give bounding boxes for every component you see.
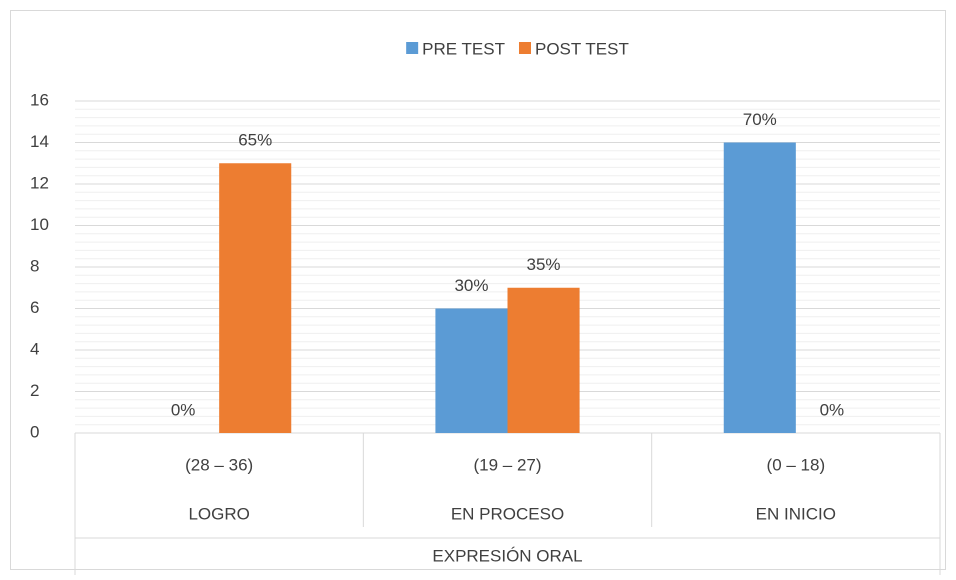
data-label: 30% bbox=[454, 276, 488, 295]
y-tick-label: 0 bbox=[30, 422, 39, 441]
x-tick-label: (0 – 18) bbox=[767, 455, 826, 474]
bar bbox=[219, 163, 292, 433]
y-tick-label: 10 bbox=[30, 215, 49, 234]
group-axis-label: EXPRESIÓN ORAL bbox=[432, 546, 582, 565]
category-group-label: EN PROCESO bbox=[451, 504, 564, 523]
legend-label: PRE TEST bbox=[422, 39, 505, 58]
data-label: 35% bbox=[527, 255, 561, 274]
data-label: 0% bbox=[171, 400, 196, 419]
legend-label: POST TEST bbox=[535, 39, 629, 58]
data-label: 70% bbox=[743, 110, 777, 129]
bar bbox=[435, 308, 508, 433]
category-group-label: LOGRO bbox=[188, 504, 249, 523]
category-group-label: EN INICIO bbox=[756, 504, 836, 523]
legend-swatch bbox=[406, 42, 419, 54]
x-tick-label: (28 – 36) bbox=[185, 455, 253, 474]
y-tick-label: 2 bbox=[30, 381, 39, 400]
y-tick-label: 14 bbox=[30, 132, 49, 151]
y-tick-label: 4 bbox=[30, 339, 39, 358]
y-tick-label: 8 bbox=[30, 256, 39, 275]
x-tick-label: (19 – 27) bbox=[473, 455, 541, 474]
legend-swatch bbox=[518, 42, 531, 54]
y-tick-label: 6 bbox=[30, 298, 39, 317]
y-tick-label: 16 bbox=[30, 90, 49, 109]
data-label: 65% bbox=[238, 131, 272, 150]
data-label: 0% bbox=[820, 400, 845, 419]
bar bbox=[723, 142, 796, 433]
y-tick-label: 12 bbox=[30, 173, 49, 192]
bar bbox=[507, 287, 580, 433]
